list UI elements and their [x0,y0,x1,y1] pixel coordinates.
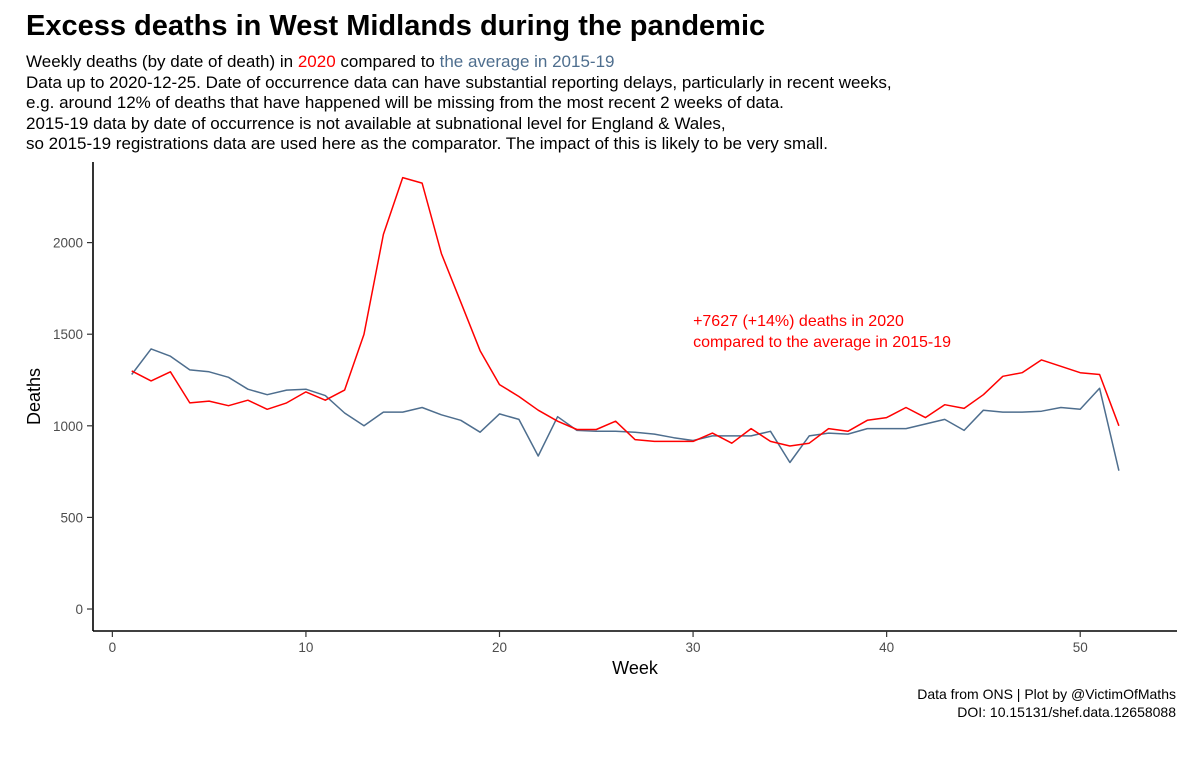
x-tick-label: 20 [492,640,507,655]
subtitle-average-label: the average in 2015-19 [439,52,615,71]
y-axis-label: Deaths [24,368,44,425]
subtitle-line-1: Weekly deaths (by date of death) in 2020… [26,52,892,73]
subtitle-line-5: so 2015-19 registrations data are used h… [26,134,828,153]
subtitle-line-4: 2015-19 data by date of occurrence is no… [26,113,726,133]
chart-subtitle: Weekly deaths (by date of death) in 2020… [26,52,892,155]
subtitle-line-3: e.g. around 12% of deaths that have happ… [26,93,784,112]
subtitle-2020-label: 2020 [297,52,336,71]
caption-doi: DOI: 10.15131/shef.data.12658088 [957,704,1176,720]
subtitle-middle: compared to [335,52,440,71]
y-tick-label: 2000 [53,236,83,251]
y-tick-label: 1000 [53,419,83,434]
x-axis-label: Week [612,658,659,678]
annotation-line-1: +7627 (+14%) deaths in 2020 [693,313,904,330]
caption-source: Data from ONS | Plot by @VictimOfMaths [917,686,1176,702]
chart-title: Excess deaths in West Midlands during th… [26,10,766,42]
x-tick-label: 30 [686,640,701,655]
y-tick-label: 1500 [53,327,83,342]
x-tick-label: 10 [298,640,313,655]
x-tick-label: 0 [109,640,117,655]
subtitle-line-2: Data up to 2020-12-25. Date of occurrenc… [26,72,892,92]
subtitle-prefix: Weekly deaths (by date of death) in [26,52,298,71]
x-tick-label: 40 [879,640,894,655]
y-tick-label: 0 [75,602,83,617]
series-line-average-2015-19 [131,348,1120,471]
y-tick-label: 500 [60,510,83,525]
annotation-line-2: compared to the average in 2015-19 [693,334,951,351]
series-line-2020 [131,176,1120,447]
x-tick-label: 50 [1073,640,1088,655]
